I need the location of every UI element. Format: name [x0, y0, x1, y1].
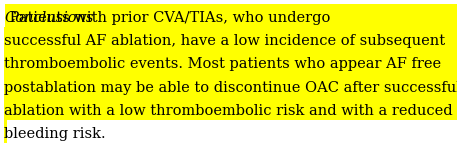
Text: Patients with prior CVA/TIAs, who undergo: Patients with prior CVA/TIAs, who underg…	[5, 11, 331, 25]
Bar	[5, 4, 457, 27]
Bar	[4, 50, 457, 74]
Text: ablation with a low thromboembolic risk and with a reduced: ablation with a low thromboembolic risk …	[4, 104, 452, 118]
Bar	[4, 120, 7, 143]
Bar	[4, 27, 457, 50]
Bar	[4, 97, 457, 120]
Text: successful AF ablation, have a low incidence of subsequent: successful AF ablation, have a low incid…	[4, 34, 445, 48]
Text: postablation may be able to discontinue OAC after successful: postablation may be able to discontinue …	[4, 81, 457, 95]
Text: bleeding risk.: bleeding risk.	[4, 127, 106, 141]
Bar	[4, 74, 457, 97]
Text: thromboembolic events. Most patients who appear AF free: thromboembolic events. Most patients who…	[4, 57, 441, 71]
Text: Conclusions: Conclusions	[4, 11, 93, 25]
